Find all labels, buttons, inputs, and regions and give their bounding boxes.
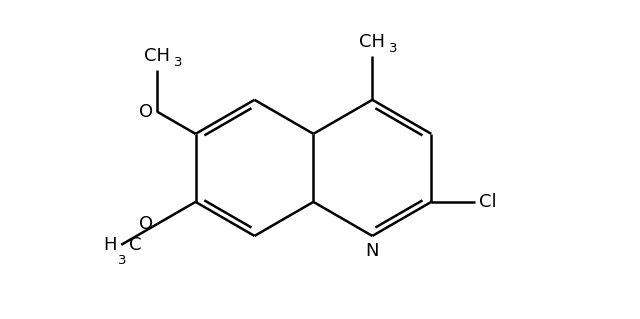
Text: N: N: [365, 242, 379, 260]
Text: 3: 3: [173, 56, 182, 69]
Text: CH: CH: [145, 47, 170, 65]
Text: O: O: [139, 215, 154, 233]
Text: O: O: [139, 103, 154, 121]
Text: C: C: [129, 236, 141, 254]
Text: Cl: Cl: [479, 193, 497, 211]
Text: 3: 3: [118, 254, 126, 267]
Text: H: H: [104, 236, 117, 254]
Text: 3: 3: [388, 42, 397, 55]
Text: CH: CH: [359, 33, 385, 51]
